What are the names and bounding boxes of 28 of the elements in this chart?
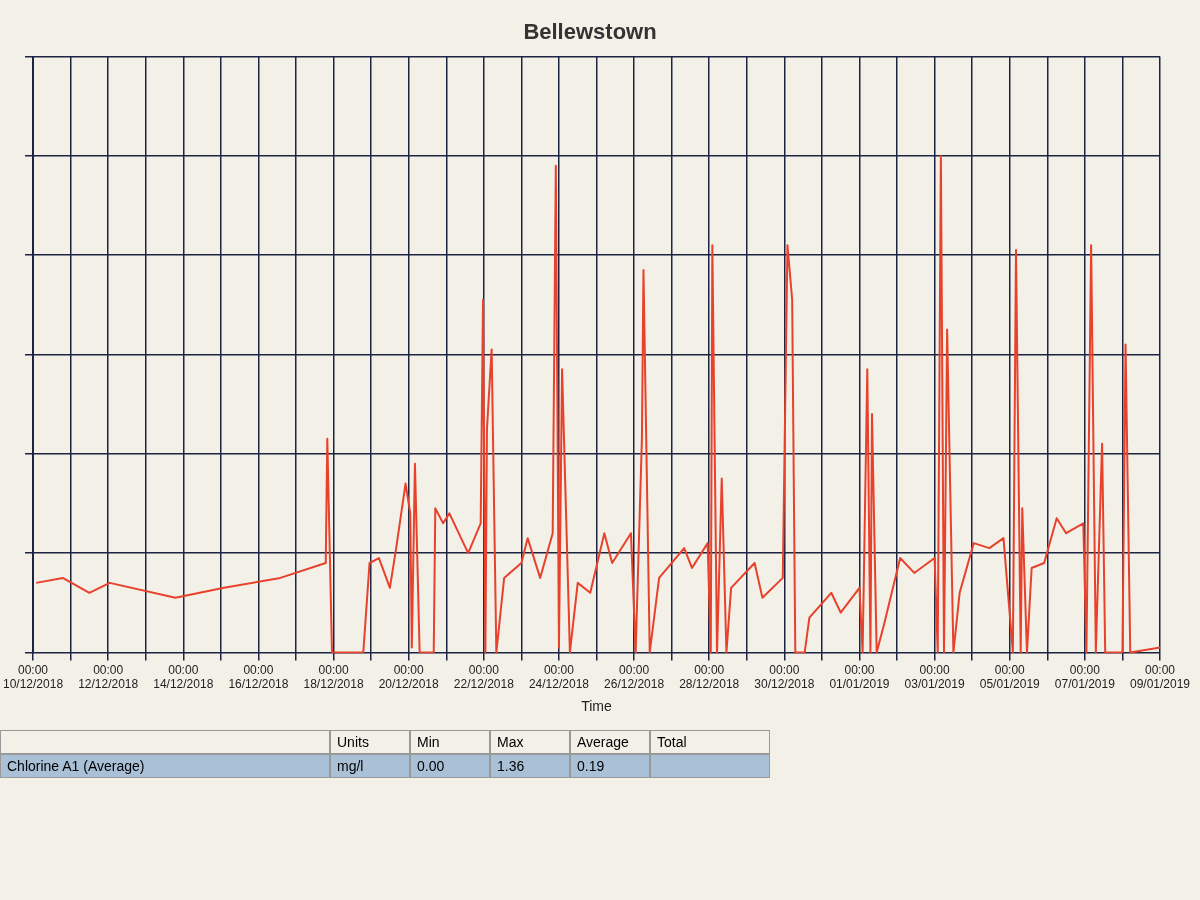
x-axis-title: Time <box>581 698 613 715</box>
text: 0.19 <box>570 754 650 778</box>
x-tick-label: 00:00 03/01/2019 <box>904 662 965 692</box>
x-tick-label: 00:00 16/12/2018 <box>228 662 289 692</box>
x-tick-label: 00:00 10/12/2018 <box>3 662 64 692</box>
text: Chlorine A1 (Average) <box>0 754 330 778</box>
x-tick-label: 00:00 09/01/2019 <box>1129 662 1191 692</box>
text: 1.36 <box>490 754 570 778</box>
x-tick-label: 00:00 28/12/2018 <box>679 662 740 692</box>
x-tick-label: 00:00 14/12/2018 <box>153 662 214 692</box>
x-tick-label: 00:00 01/01/2019 <box>829 662 890 692</box>
x-tick-label: 00:00 12/12/2018 <box>78 662 139 692</box>
text: 0.00 <box>410 754 490 778</box>
chart-title: Bellewstown <box>523 19 657 45</box>
x-tick-label: 00:00 24/12/2018 <box>528 662 590 692</box>
x-tick-label: 00:00 18/12/2018 <box>303 662 364 692</box>
text: Min <box>410 730 490 754</box>
x-tick-label: 00:00 30/12/2018 <box>754 662 815 692</box>
text: Max <box>490 730 570 754</box>
x-tick-label: 00:00 20/12/2018 <box>378 662 440 692</box>
x-tick-label: 00:00 26/12/2018 <box>604 662 665 692</box>
text: Average <box>570 730 650 754</box>
text: mg/l <box>330 754 410 778</box>
text: Units <box>330 730 410 754</box>
x-tick-label: 00:00 22/12/2018 <box>453 662 515 692</box>
x-tick-label: 00:00 05/01/2019 <box>979 662 1041 692</box>
text: Total <box>650 730 770 754</box>
x-tick-label: 00:00 07/01/2019 <box>1054 662 1116 692</box>
